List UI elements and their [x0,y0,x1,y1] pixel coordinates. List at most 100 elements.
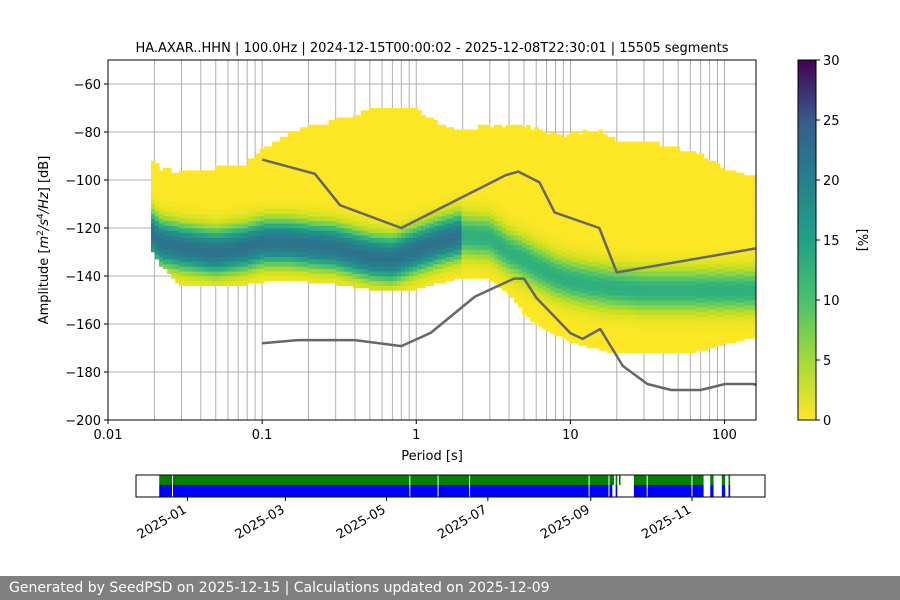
psd-density-cell [719,297,725,303]
psd-density-cell [284,223,289,229]
psd-density-cell [388,136,394,142]
psd-density-cell [687,343,693,349]
psd-density-cell [433,230,438,236]
psd-density-cell [610,247,616,253]
psd-density-cell [324,230,330,236]
psd-density-cell [687,314,693,320]
psd-density-cell [388,117,394,123]
psd-density-cell [457,216,463,222]
psd-density-cell [433,129,438,135]
psd-density-cell [376,247,382,253]
psd-density-cell [243,189,249,195]
psd-density-cell [267,252,273,258]
psd-density-cell [159,180,164,186]
psd-density-cell [469,196,475,202]
psd-density-cell [711,175,717,181]
psd-density-cell [304,141,309,147]
psd-density-cell [199,276,205,282]
psd-density-cell [167,192,172,198]
psd-density-cell [550,300,555,306]
psd-density-cell [336,189,342,195]
psd-density-cell [199,175,205,181]
psd-density-cell [284,199,289,205]
psd-density-cell [598,307,604,313]
psd-density-cell [699,216,705,222]
psd-density-cell [663,266,668,272]
psd-density-cell [550,132,555,138]
psd-density-cell [594,314,600,320]
psd-density-cell [223,184,229,190]
psd-density-cell [647,295,652,301]
psd-density-cell [421,182,426,188]
psd-density-cell [368,132,374,138]
psd-density-cell [368,218,374,224]
psd-density-cell [566,211,572,217]
psd-density-cell [606,271,612,277]
psd-density-cell [328,240,334,246]
psd-density-cell [247,273,253,279]
psd-density-cell [594,228,600,234]
psd-density-cell [461,244,467,250]
psd-density-cell [671,175,676,181]
psd-density-cell [481,206,487,212]
psd-density-cell [493,148,499,154]
psd-density-cell [655,252,660,258]
psd-density-cell [360,172,366,178]
psd-density-cell [392,237,398,243]
psd-density-cell [263,165,269,171]
psd-density-cell [489,228,495,234]
psd-density-cell [280,256,285,262]
psd-density-cell [643,338,648,344]
psd-density-cell [602,153,608,159]
psd-density-cell [550,151,555,157]
psd-density-cell [485,177,491,183]
psd-density-cell [239,194,245,200]
psd-density-cell [433,268,438,274]
psd-density-cell [590,338,596,344]
psd-density-cell [534,232,539,238]
psd-density-cell [594,309,600,315]
psd-density-cell [304,189,309,195]
psd-density-cell [695,168,701,174]
psd-density-cell [610,276,616,282]
psd-density-cell [639,300,644,306]
psd-density-cell [505,220,511,226]
psd-density-cell [598,216,604,222]
psd-density-cell [703,268,709,274]
psd-density-cell [239,208,245,214]
psd-density-cell [590,266,596,272]
psd-density-cell [263,271,269,277]
psd-density-cell [481,124,487,130]
psd-density-cell [441,148,447,154]
psd-density-cell [203,204,209,210]
psd-density-cell [433,211,438,217]
psd-density-cell [711,242,717,248]
psd-density-cell [574,160,580,166]
psd-density-cell [594,333,600,339]
psd-density-cell [417,172,422,178]
psd-density-cell [622,146,628,152]
psd-density-cell [634,252,640,258]
psd-density-cell [550,242,555,248]
psd-density-cell [267,165,273,171]
psd-density-cell [518,220,523,226]
psd-density-cell [493,268,499,274]
psd-density-cell [409,180,414,186]
psd-density-cell [324,216,330,222]
psd-density-cell [647,237,652,243]
psd-density-cell [594,175,600,181]
psd-density-cell [300,208,305,214]
psd-density-cell [598,235,604,241]
psd-density-cell [667,256,672,262]
psd-density-cell [574,256,580,262]
psd-density-cell [699,235,705,241]
psd-density-cell [602,187,608,193]
psd-density-cell [630,276,636,282]
psd-density-cell [425,223,430,229]
psd-density-cell [392,285,398,291]
psd-density-cell [542,290,547,296]
psd-density-cell [703,297,709,303]
psd-density-cell [550,276,555,282]
psd-density-cell [582,331,588,337]
psd-density-cell [433,201,438,207]
